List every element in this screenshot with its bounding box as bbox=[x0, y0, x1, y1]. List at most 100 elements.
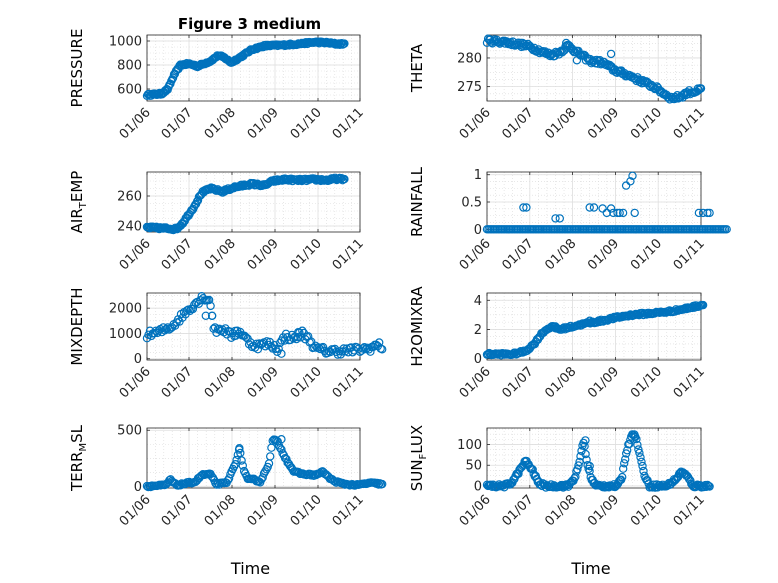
data-series bbox=[482, 171, 731, 234]
data-point bbox=[703, 208, 712, 218]
data-point bbox=[696, 84, 706, 93]
data-point bbox=[580, 442, 589, 451]
data-point bbox=[378, 479, 387, 489]
data-point bbox=[283, 458, 292, 467]
data-point bbox=[571, 472, 580, 481]
data-point bbox=[340, 39, 349, 48]
data-point bbox=[705, 208, 714, 218]
y-tick-label: 1000 bbox=[109, 35, 142, 50]
data-point bbox=[160, 326, 169, 335]
data-point bbox=[232, 455, 241, 465]
y-axis-label-main: SUN bbox=[408, 459, 426, 491]
axes-box bbox=[146, 171, 361, 233]
axes-box bbox=[146, 427, 361, 489]
data-point bbox=[621, 455, 630, 464]
data-point bbox=[705, 482, 714, 491]
data-point bbox=[182, 306, 192, 315]
data-point bbox=[572, 56, 582, 65]
data-point bbox=[298, 326, 307, 335]
y-axis-label: TERRMSL bbox=[68, 424, 89, 492]
data-point bbox=[315, 469, 325, 478]
data-point bbox=[277, 349, 286, 358]
data-point bbox=[519, 203, 528, 212]
axes-box bbox=[146, 34, 361, 102]
data-point bbox=[606, 204, 616, 213]
data-point bbox=[562, 38, 571, 48]
y-axis-label: H2OMIXRA bbox=[408, 286, 426, 367]
data-point bbox=[557, 46, 566, 55]
data-point bbox=[628, 171, 637, 180]
data-point bbox=[630, 208, 639, 218]
data-point bbox=[625, 439, 634, 449]
y-tick-label: 50 bbox=[465, 459, 482, 474]
data-point bbox=[626, 177, 635, 186]
y-tick-label: 0 bbox=[134, 352, 142, 367]
data-point bbox=[261, 467, 270, 476]
y-axis-label: MIXDEPTH bbox=[68, 287, 86, 365]
y-axis-label: THETA bbox=[408, 43, 426, 93]
y-tick-label: 1 bbox=[474, 168, 482, 183]
y-axis-label: RAINFALL bbox=[408, 166, 426, 237]
data-point bbox=[361, 344, 371, 354]
axes-box bbox=[146, 292, 361, 361]
data-point bbox=[574, 461, 583, 470]
data-point bbox=[585, 466, 594, 476]
data-point bbox=[551, 322, 560, 331]
minor-grid bbox=[487, 428, 701, 488]
data-point bbox=[555, 214, 565, 223]
data-series bbox=[142, 435, 387, 492]
y-tick-label: 0.5 bbox=[461, 196, 482, 211]
data-point bbox=[514, 469, 523, 478]
data-point bbox=[635, 448, 644, 458]
data-point bbox=[703, 480, 712, 490]
data-point bbox=[602, 208, 612, 218]
data-point bbox=[633, 440, 642, 450]
data-series bbox=[142, 292, 387, 359]
data-point bbox=[516, 347, 525, 356]
x-axis-label: Time bbox=[570, 559, 610, 578]
data-point bbox=[374, 480, 383, 489]
data-point bbox=[237, 456, 246, 465]
y-tick-label: 0 bbox=[474, 223, 482, 238]
y-axis-label: SUNFLUX bbox=[408, 425, 429, 491]
x-axis-label: Time bbox=[230, 559, 270, 578]
y-axis-label-main: PRESSURE bbox=[68, 29, 86, 108]
y-tick-label: 0 bbox=[134, 480, 142, 495]
y-tick-label: 260 bbox=[117, 190, 142, 205]
data-point bbox=[338, 175, 347, 185]
data-point bbox=[637, 457, 646, 466]
data-point bbox=[581, 449, 590, 459]
data-point bbox=[230, 326, 240, 336]
y-tick-label: 1000 bbox=[109, 327, 142, 342]
axes-box bbox=[486, 292, 702, 361]
data-point bbox=[294, 328, 303, 337]
data-series bbox=[482, 300, 708, 360]
y-axis-label-subscript: T bbox=[78, 201, 89, 209]
data-point bbox=[293, 332, 303, 342]
data-point bbox=[589, 203, 599, 212]
data-point bbox=[375, 338, 384, 347]
data-point bbox=[585, 316, 594, 325]
data-point bbox=[576, 452, 585, 461]
y-tick-label: 500 bbox=[117, 424, 142, 439]
data-point bbox=[378, 345, 387, 354]
data-series bbox=[142, 37, 349, 101]
data-point bbox=[335, 40, 345, 50]
y-axis-label-rest: SL bbox=[68, 424, 86, 443]
y-axis-label-rest: LUX bbox=[408, 425, 426, 454]
data-point bbox=[609, 208, 618, 218]
y-axis-label-main: MIXDEPTH bbox=[68, 287, 86, 365]
figure-title: Figure 3 medium bbox=[178, 15, 321, 33]
data-point bbox=[634, 445, 643, 454]
data-point bbox=[555, 482, 564, 492]
data-point bbox=[694, 208, 704, 218]
data-point bbox=[342, 344, 351, 353]
data-point bbox=[621, 181, 631, 190]
y-axis-label: AIRTEMP bbox=[68, 171, 89, 234]
data-point bbox=[522, 203, 531, 212]
data-point bbox=[142, 91, 152, 101]
data-point bbox=[598, 204, 607, 213]
y-axis-label-main: TERR bbox=[68, 452, 86, 493]
y-tick-label: 240 bbox=[117, 220, 142, 235]
